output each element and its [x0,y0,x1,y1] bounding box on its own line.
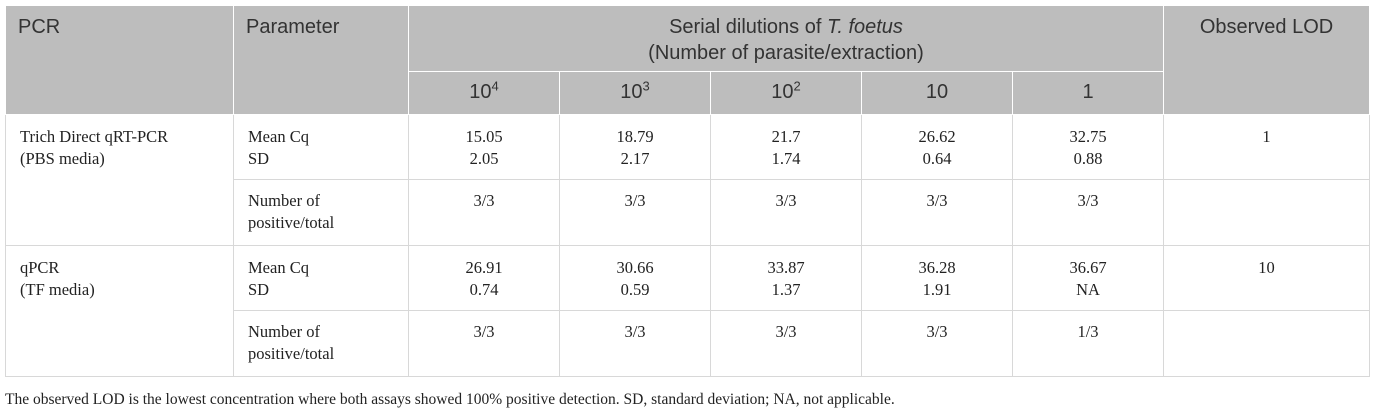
value-cell: 32.75 0.88 [1011,114,1165,180]
lod-table: PCR Parameter Serial dilutions of T. foe… [5,5,1371,377]
value-cell: 26.91 0.74 [408,245,560,311]
table-row: Number of positive/total 3/3 3/3 3/3 3/3… [6,310,1371,377]
lod-empty-cell [1163,179,1371,246]
header-dilution: 1 [1011,71,1165,115]
header-dilution: 103 [559,71,711,115]
lod-empty-cell [1163,310,1371,377]
positive-cell: 3/3 [1011,179,1165,246]
value-cell: 21.7 1.74 [710,114,862,180]
param-cell: Number of positive/total [233,310,409,377]
table-container: PCR Parameter Serial dilutions of T. foe… [5,5,1371,377]
table-row: qPCR (TF media) Mean Cq SD 26.91 0.74 30.… [5,245,1371,377]
header-dilution: 104 [408,71,560,115]
value-cell: 30.66 0.59 [559,245,711,311]
lod-cell: 1 [1163,114,1371,180]
positive-cell: 3/3 [710,179,862,246]
header-dilution: 10 [861,71,1013,115]
header-observed-lod: Observed LOD [1163,5,1371,115]
positive-cell: 3/3 [861,310,1013,377]
value-cell: 26.62 0.64 [861,114,1013,180]
pcr-cell: qPCR (TF media) [5,245,234,377]
positive-cell: 3/3 [408,310,560,377]
value-cell: 18.79 2.17 [559,114,711,180]
pcr-cell: Trich Direct qRT-PCR (PBS media) [5,114,234,246]
table-header: PCR Parameter Serial dilutions of T. foe… [5,5,1371,115]
table-body: Trich Direct qRT-PCR (PBS media) Mean Cq… [5,114,1371,377]
header-serial-subtitle: (Number of parasite/extraction) [648,42,924,64]
positive-cell: 3/3 [408,179,560,246]
param-cell: Number of positive/total [233,179,409,246]
value-cell: 33.87 1.37 [710,245,862,311]
header-serial-prefix: Serial dilutions of [669,16,827,38]
param-cell: Mean Cq SD [233,114,409,180]
table-footnote: The observed LOD is the lowest concentra… [5,391,895,408]
param-cell: Mean Cq SD [233,245,409,311]
value-cell: 15.05 2.05 [408,114,560,180]
header-serial-species: T. foetus [826,16,903,38]
value-cell: 36.67 NA [1011,245,1165,311]
table-row: Trich Direct qRT-PCR (PBS media) Mean Cq… [5,114,1371,246]
positive-cell: 3/3 [559,179,711,246]
table-row: Number of positive/total 3/3 3/3 3/3 3/3… [6,179,1371,246]
header-serial-dilutions: Serial dilutions of T. foetus (Number of… [407,5,1165,72]
header-pcr: PCR [5,5,234,115]
positive-cell: 3/3 [710,310,862,377]
value-cell: 36.28 1.91 [861,245,1013,311]
positive-cell: 3/3 [559,310,711,377]
header-parameter: Parameter [233,5,409,115]
positive-cell: 3/3 [861,179,1013,246]
header-dilution: 102 [710,71,862,115]
positive-cell: 1/3 [1011,310,1165,377]
lod-cell: 10 [1163,245,1371,311]
